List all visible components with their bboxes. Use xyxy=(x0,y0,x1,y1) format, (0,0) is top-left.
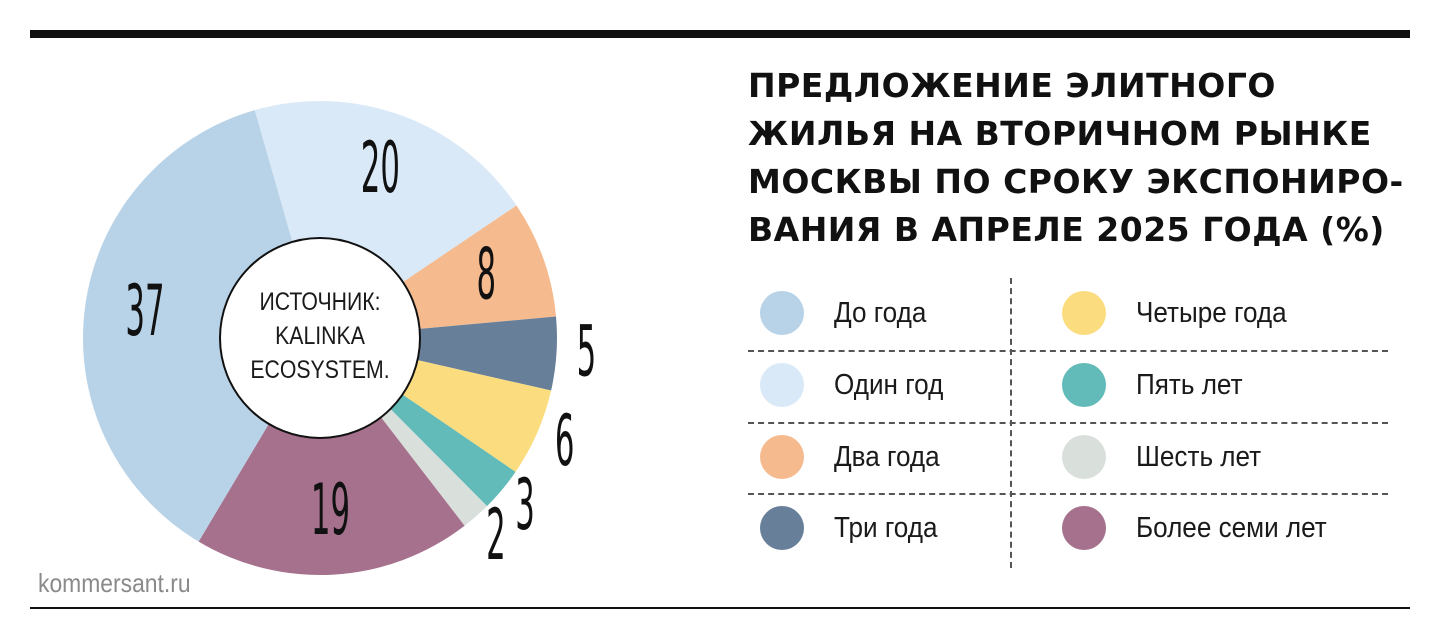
bottom-rule xyxy=(30,607,1410,609)
value-label-один-год: 20 xyxy=(361,127,400,209)
legend-divider xyxy=(748,350,1388,352)
site-label: kommersant.ru xyxy=(38,568,191,598)
legend-label: До года xyxy=(834,296,927,329)
source-line: ECOSYSTEM. xyxy=(250,356,390,384)
source-line: ИСТОЧНИК: xyxy=(259,288,381,316)
legend-swatch xyxy=(760,363,804,407)
value-label-три-года: 5 xyxy=(577,311,597,393)
value-label-четыре-года: 6 xyxy=(555,400,575,482)
legend-label: Два года xyxy=(834,440,940,473)
legend-label: Три года xyxy=(834,511,938,544)
legend-label: Пять лет xyxy=(1136,368,1243,401)
legend-item-пять-лет: Пять лет xyxy=(1062,350,1254,420)
source-line: KALINKA xyxy=(275,322,365,350)
legend-swatch xyxy=(1062,506,1106,550)
legend-item-один-год: Один год xyxy=(760,350,955,420)
legend-item-три-года: Три года xyxy=(760,493,949,563)
donut-center-circle xyxy=(219,237,421,439)
slice-три-года xyxy=(417,316,557,391)
slice-один-год xyxy=(254,100,517,283)
legend-item-четыре-года: Четыре года xyxy=(1062,278,1303,348)
slice-более-семи-лет xyxy=(198,417,465,575)
value-label-пять-лет: 3 xyxy=(515,464,535,546)
legend-label: Четыре года xyxy=(1136,296,1287,329)
legend-item-более-семи-лет: Более семи лет xyxy=(1062,493,1348,563)
legend: До года Один год Два года Три года Четыре го… xyxy=(748,278,1388,568)
value-label-более-семи-лет: 19 xyxy=(311,470,350,552)
chart-title: ПРЕДЛОЖЕНИЕ ЭЛИТНОГО ЖИЛЬЯ НА ВТОРИЧНОМ … xyxy=(748,62,1418,254)
value-label-два-года: 8 xyxy=(477,234,497,316)
value-label-шесть-лет: 2 xyxy=(486,494,506,576)
slice-до-года xyxy=(83,110,293,542)
legend-divider xyxy=(748,422,1388,424)
donut-slices xyxy=(83,100,557,575)
legend-swatch xyxy=(1062,435,1106,479)
slice-пять-лет xyxy=(390,394,516,507)
slice-два-года xyxy=(402,205,557,329)
source-note: ИСТОЧНИК: KALINKA ECOSYSTEM. xyxy=(239,285,401,387)
legend-divider xyxy=(748,493,1388,495)
legend-label: Один год xyxy=(834,368,944,401)
legend-swatch xyxy=(1062,291,1106,335)
title-line: ВАНИЯ В АПРЕЛЕ 2025 ГОДА (%) xyxy=(748,210,1385,249)
legend-label: Более семи лет xyxy=(1136,511,1327,544)
slice-четыре-года xyxy=(402,360,552,472)
title-line: ЖИЛЬЯ НА ВТОРИЧНОМ РЫНКЕ xyxy=(748,114,1372,153)
legend-swatch xyxy=(760,435,804,479)
top-rule xyxy=(30,30,1410,38)
legend-item-шесть-лет: Шесть лет xyxy=(1062,422,1275,492)
legend-swatch xyxy=(1062,363,1106,407)
title-line: ПРЕДЛОЖЕНИЕ ЭЛИТНОГО xyxy=(748,66,1276,105)
legend-label: Шесть лет xyxy=(1136,440,1262,473)
slice-шесть-лет xyxy=(381,408,487,526)
legend-item-два-года: Два года xyxy=(760,422,951,492)
legend-swatch xyxy=(760,506,804,550)
legend-swatch xyxy=(760,291,804,335)
title-line: МОСКВЫ ПО СРОКУ ЭКСПОНИРО- xyxy=(748,162,1404,201)
legend-item-до-года: До года xyxy=(760,278,937,348)
value-label-до-года: 37 xyxy=(125,271,164,353)
